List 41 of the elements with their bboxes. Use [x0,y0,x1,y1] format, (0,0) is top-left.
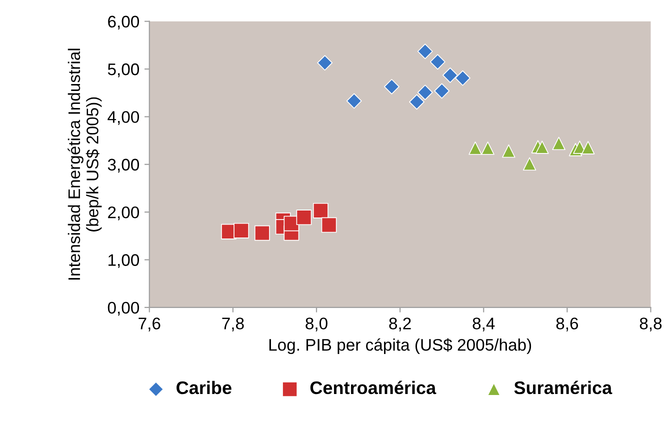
y-axis-title: Intensidad Energética Industrial (bep/k US$ 2005)) [68,48,102,280]
point [502,144,516,158]
legend-label: Caribe [176,380,232,394]
y-tick-label: 6,00 [108,16,140,30]
y-tick-label: 3,00 [108,158,140,173]
point [581,141,595,154]
legend-label: Centroamérica [310,380,436,394]
x-tick-label: 8,0 [306,318,328,332]
point [417,44,433,60]
legend-label: Suramérica [514,380,612,394]
point [346,93,362,109]
x-tick-label: 7,6 [138,318,160,332]
point [312,202,328,218]
x-tick-label: 7,8 [222,318,244,332]
y-tick-label: 5,00 [108,63,140,78]
point [481,142,494,155]
point [468,142,482,155]
point [417,84,433,100]
point [384,78,400,94]
x-tick-label: 8,2 [389,318,411,332]
point [442,68,458,83]
point [234,222,250,238]
point [321,217,337,233]
x-tick-label: 8,6 [556,318,578,332]
point [522,157,536,171]
point [552,136,566,150]
point [535,140,549,154]
x-tick-label: 8,4 [472,318,495,332]
point [434,83,450,99]
y-tick-label: 2,00 [108,206,140,220]
point [430,54,446,70]
y-tick-label: 0,00 [108,302,140,316]
x-tick-label: 8,8 [640,318,662,332]
point [409,94,424,110]
point [455,70,470,86]
x-axis-title: Log. PIB per cápita (US$ 2005/hab) [269,338,532,354]
point [317,55,333,71]
y-tick-label: 4,00 [108,111,140,125]
point [254,225,270,241]
point [296,210,312,226]
y-tick-label: 1,00 [108,254,140,268]
